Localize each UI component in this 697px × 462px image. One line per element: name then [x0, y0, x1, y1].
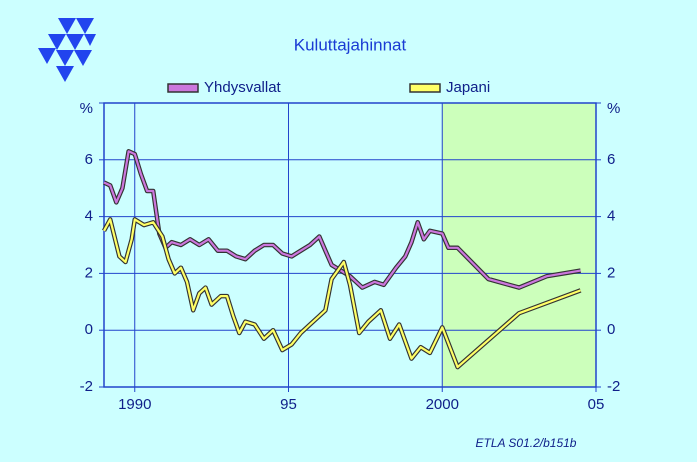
y2-tick-label: 0 [607, 321, 615, 338]
forecast-region [442, 103, 596, 387]
y2-tick-label: 6 [607, 151, 615, 168]
y2-tick-label: -2 [607, 378, 620, 395]
x-tick-label: 05 [588, 396, 605, 413]
x-tick-label: 95 [280, 396, 297, 413]
chart-title: Kuluttajahinnat [294, 35, 407, 54]
plot-frame [103, 102, 597, 388]
y-tick-label: 6 [85, 151, 93, 168]
series-line [103, 218, 581, 369]
y2-tick-label: 2 [607, 264, 615, 281]
y-tick-label: % [80, 100, 93, 117]
legend-label: Japani [446, 79, 490, 96]
x-tick-label: 2000 [426, 396, 459, 413]
y-tick-label: -2 [80, 378, 93, 395]
y-tick-label: 4 [85, 208, 93, 225]
series-line [103, 150, 581, 289]
logo [38, 18, 96, 82]
legend-label: Yhdysvallat [204, 79, 282, 96]
y2-tick-label: 4 [607, 208, 615, 225]
y-tick-label: 0 [85, 321, 93, 338]
y-tick-label: 2 [85, 264, 93, 281]
x-tick-label: 1990 [118, 396, 151, 413]
y2-tick-label: % [607, 100, 620, 117]
legend-swatch [409, 83, 441, 93]
legend-swatch [167, 83, 199, 93]
source: ETLA S01.2/b151b [476, 436, 577, 450]
